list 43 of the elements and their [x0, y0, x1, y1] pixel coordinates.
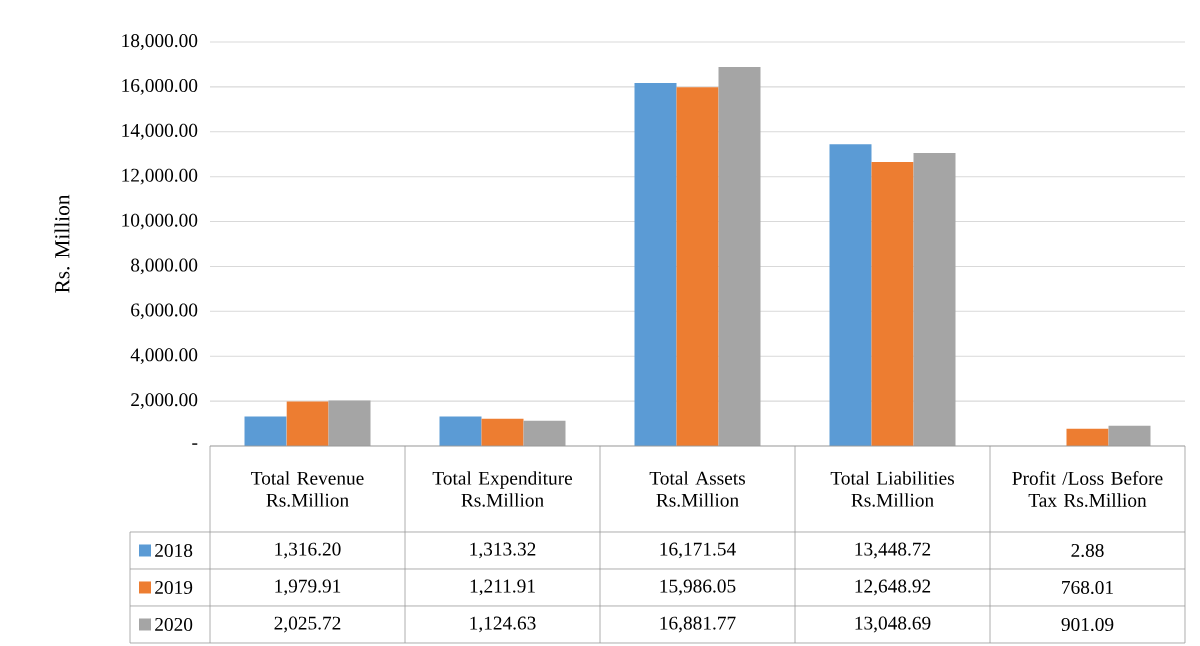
data-label: 1,313.32 [470, 542, 536, 559]
y-tick-label: 12,000.00 [122, 168, 198, 185]
data-label: 16,881.77 [660, 616, 736, 633]
x-tick-label: Total Revenue Rs.Million [251, 471, 364, 507]
bar [871, 162, 914, 446]
x-tick-label: Total Liabilities Rs.Million [830, 471, 954, 507]
data-label: 1,316.20 [275, 542, 341, 559]
bar [829, 144, 872, 446]
x-tick-label: Total Expenditure Rs.Million [432, 471, 573, 507]
legend-label: 2019 [155, 580, 193, 594]
data-label: 1,124.63 [470, 616, 536, 633]
bar [481, 418, 524, 446]
data-label: 2.88 [1071, 543, 1104, 558]
data-label: 1,979.91 [275, 579, 341, 596]
data-label: 768.01 [1062, 580, 1113, 595]
bar [439, 416, 482, 446]
x-tick-label: Total Assets Rs.Million [649, 471, 745, 507]
y-tick-label: 2,000.00 [131, 393, 198, 410]
bar [1066, 428, 1109, 446]
legend-label: 2018 [155, 543, 193, 558]
data-label: 16,171.54 [660, 542, 736, 559]
data-label: 13,448.72 [855, 542, 931, 559]
y-tick-label: 6,000.00 [131, 303, 198, 320]
data-label: 12,648.92 [855, 579, 931, 596]
y-tick-label: 4,000.00 [130, 348, 198, 365]
data-label: 13,048.69 [855, 616, 931, 633]
bar [634, 83, 677, 446]
legend-label: 2020 [155, 617, 193, 632]
y-tick-label: - [192, 443, 198, 445]
x-tick-label: Profit /Loss Before Tax Rs.Million [1012, 471, 1163, 507]
y-tick-label: 18,000.00 [122, 34, 198, 50]
data-label: 2,025.72 [274, 616, 341, 633]
y-axis-title: Rs. Million [54, 194, 70, 293]
bar [244, 416, 287, 446]
data-label: 1,211.91 [470, 579, 535, 596]
bar [286, 401, 329, 446]
data-label: 901.09 [1061, 617, 1114, 632]
bar [676, 87, 719, 446]
data-label: 15,986.05 [660, 579, 736, 596]
y-tick-label: 8,000.00 [131, 258, 198, 275]
y-tick-label: 10,000.00 [122, 213, 198, 230]
y-tick-label: 14,000.00 [122, 123, 198, 140]
y-tick-label: 16,000.00 [122, 78, 198, 95]
